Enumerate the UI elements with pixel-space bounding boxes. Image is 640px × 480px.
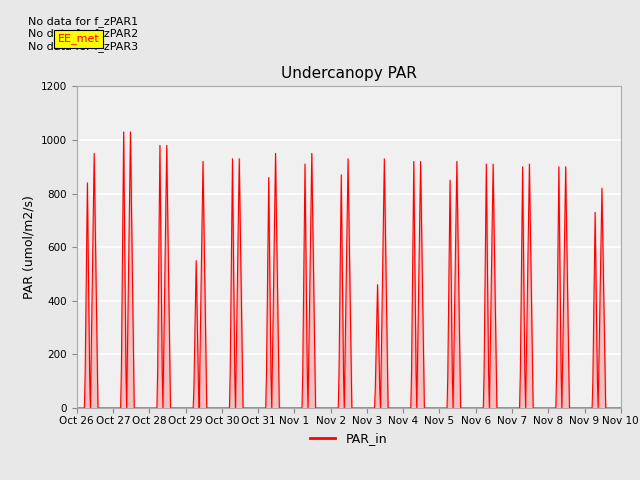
Legend: PAR_in: PAR_in — [305, 427, 392, 450]
Text: EE_met: EE_met — [58, 33, 99, 44]
Text: No data for f_zPAR1
No data for f_zPAR2
No data for f_zPAR3: No data for f_zPAR1 No data for f_zPAR2 … — [28, 16, 138, 51]
Y-axis label: PAR (umol/m2/s): PAR (umol/m2/s) — [22, 195, 35, 299]
Title: Undercanopy PAR: Undercanopy PAR — [281, 66, 417, 81]
